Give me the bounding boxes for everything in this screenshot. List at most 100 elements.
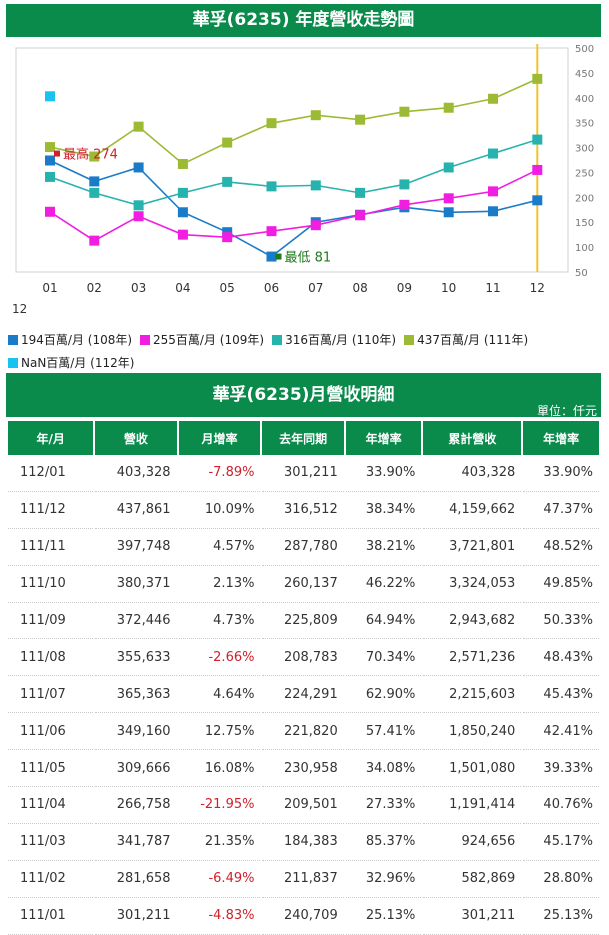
table-cell: 85.37% bbox=[345, 824, 422, 861]
data-point bbox=[133, 162, 144, 173]
data-point bbox=[45, 171, 55, 182]
table-row: 112/01 403,328 -7.89% 301,211 33.90% 403,328 3… bbox=[8, 455, 599, 492]
table-cell: 355,633 bbox=[95, 639, 177, 677]
x-tick-label: 08 bbox=[352, 281, 367, 295]
legend-label: 255百萬/月 (109年) bbox=[153, 333, 265, 347]
table-cell: 4.73% bbox=[178, 603, 261, 640]
y-tick-label: 200 bbox=[575, 193, 594, 204]
table-cell: 316,512 bbox=[262, 492, 344, 529]
table-cell: 403,328 bbox=[423, 455, 522, 492]
data-point bbox=[266, 181, 277, 192]
table-cell: 111/04 bbox=[8, 787, 94, 824]
data-point bbox=[266, 118, 277, 129]
data-point bbox=[488, 186, 498, 197]
unit-label: 單位：仟元 bbox=[536, 404, 597, 418]
series-line bbox=[49, 138, 538, 207]
table-row: 111/11 397,748 4.57% 287,780 38.21% 3,721,801… bbox=[8, 529, 599, 566]
table-row: 111/01 301,211 -4.83% 240,709 25.13% 301,211 2… bbox=[8, 898, 599, 935]
table-cell: 10.09% bbox=[178, 492, 261, 529]
legend-item[interactable]: 194百萬/月 (108年) bbox=[8, 331, 132, 348]
table-cell: 49.85% bbox=[523, 566, 599, 603]
x-tick-label: 01 bbox=[42, 281, 57, 295]
table-header-row: 年/月 營收 月增率 去年同期 年增率 累計營收 年增率 bbox=[8, 421, 599, 455]
max-annotation: 最高 274 bbox=[63, 147, 118, 163]
data-point bbox=[399, 179, 410, 190]
table-cell: 32.96% bbox=[345, 861, 422, 898]
table-title: 華孚(6235)月營收明細 bbox=[6, 373, 601, 417]
legend-item[interactable]: 255百萬/月 (109年) bbox=[140, 331, 264, 348]
table-cell: 47.37% bbox=[523, 492, 599, 529]
table-cell: 62.90% bbox=[345, 676, 422, 714]
table-cell: 341,787 bbox=[95, 824, 177, 861]
data-point bbox=[443, 102, 454, 113]
data-point bbox=[399, 199, 410, 210]
table-cell: 240,709 bbox=[262, 898, 344, 935]
table-cell: 209,501 bbox=[262, 787, 344, 824]
data-point bbox=[488, 148, 498, 159]
table-cell: 281,658 bbox=[95, 861, 177, 898]
data-point bbox=[89, 151, 100, 162]
table-cell: 349,160 bbox=[95, 713, 177, 751]
table-cell: 38.21% bbox=[345, 529, 422, 566]
data-point bbox=[45, 142, 55, 153]
table-cell: 301,211 bbox=[95, 898, 177, 935]
data-point bbox=[177, 158, 188, 169]
table-cell: 1,501,080 bbox=[423, 750, 522, 788]
data-point bbox=[222, 232, 233, 243]
table-cell: 372,446 bbox=[95, 603, 177, 640]
table-cell: 34.08% bbox=[345, 750, 422, 788]
table-row: 111/09 372,446 4.73% 225,809 64.94% 2,943,682… bbox=[8, 603, 599, 640]
table-cell: 403,328 bbox=[95, 455, 177, 492]
legend-swatch bbox=[140, 334, 151, 345]
x-tick-label: 06 bbox=[264, 281, 279, 295]
data-point bbox=[532, 73, 543, 84]
table-row: 111/12 437,861 10.09% 316,512 38.34% 4,159,66… bbox=[8, 492, 599, 529]
table-cell: 57.41% bbox=[345, 713, 422, 751]
x-tick-label: 04 bbox=[175, 281, 190, 295]
data-point bbox=[355, 210, 366, 221]
column-header: 去年同期 bbox=[262, 421, 344, 455]
table-cell: 111/07 bbox=[8, 676, 94, 714]
table-cell: 70.34% bbox=[345, 639, 422, 677]
y-tick-label: 50 bbox=[575, 268, 588, 279]
legend-item[interactable]: NaN百萬/月 (112年) bbox=[8, 354, 134, 371]
table-cell: -2.66% bbox=[178, 639, 261, 677]
table-cell: 111/12 bbox=[8, 492, 94, 529]
table-cell: 112/01 bbox=[8, 455, 94, 492]
table-row: 111/02 281,658 -6.49% 211,837 32.96% 582,869 2… bbox=[8, 861, 599, 898]
table-cell: 42.41% bbox=[523, 713, 599, 751]
chart-legend-row-1: 194百萬/月 (108年) 255百萬/月 (109年) 316百萬/月 (110… bbox=[8, 331, 536, 348]
table-cell: 184,383 bbox=[262, 824, 344, 861]
data-point bbox=[45, 91, 55, 102]
table-cell: 1,191,414 bbox=[423, 787, 522, 824]
legend-item[interactable]: 437百萬/月 (111年) bbox=[404, 331, 528, 348]
table-cell: 4.57% bbox=[178, 529, 261, 566]
table-row: 111/04 266,758 -21.95% 209,501 27.33% 1,191,4… bbox=[8, 787, 599, 824]
revenue-trend-chart: 50 100 150 200 250 300 350 400 450 500 01 02 03 04 05 0… bbox=[12, 44, 594, 316]
table-cell: 3,324,053 bbox=[423, 566, 522, 603]
column-header: 營收 bbox=[95, 421, 177, 455]
chart-legend-row-2: NaN百萬/月 (112年) bbox=[8, 354, 142, 371]
table-cell: -6.49% bbox=[178, 861, 261, 898]
table-cell: 2,571,236 bbox=[423, 639, 522, 677]
table-cell: 309,666 bbox=[95, 750, 177, 788]
data-point bbox=[89, 187, 100, 198]
data-point bbox=[133, 200, 144, 211]
table-cell: 33.90% bbox=[345, 455, 422, 492]
column-header: 月增率 bbox=[178, 421, 261, 455]
legend-item[interactable]: 316百萬/月 (110年) bbox=[272, 331, 396, 348]
data-point bbox=[443, 207, 454, 218]
table-row: 111/08 355,633 -2.66% 208,783 70.34% 2,571,23… bbox=[8, 639, 599, 677]
table-cell: 111/08 bbox=[8, 639, 94, 677]
table-cell: 33.90% bbox=[523, 455, 599, 492]
table-cell: 12.75% bbox=[178, 713, 261, 751]
table-cell: 4,159,662 bbox=[423, 492, 522, 529]
x-tick-label: 05 bbox=[220, 281, 235, 295]
data-point bbox=[532, 195, 543, 206]
table-cell: 45.43% bbox=[523, 676, 599, 714]
x-tick-label: 09 bbox=[397, 281, 412, 295]
table-cell: 225,809 bbox=[262, 603, 344, 640]
data-point bbox=[89, 235, 100, 246]
table-cell: 301,211 bbox=[423, 898, 522, 935]
table-cell: 38.34% bbox=[345, 492, 422, 529]
